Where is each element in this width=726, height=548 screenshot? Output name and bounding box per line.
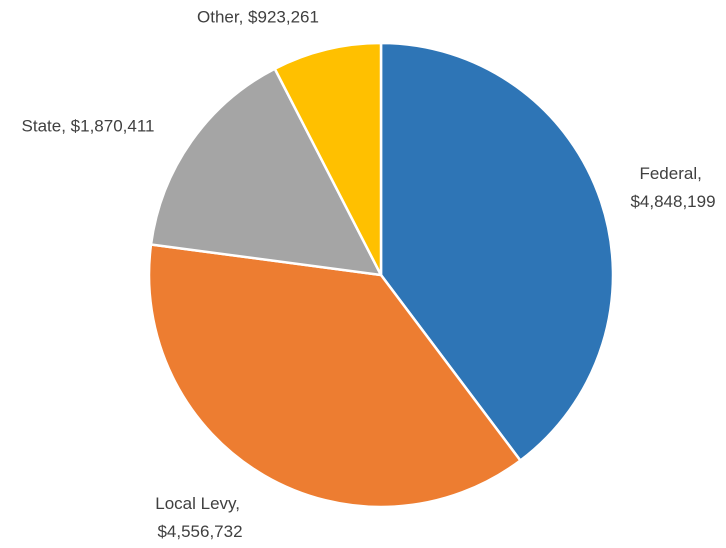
label-line: $4,848,199	[630, 192, 715, 211]
pie-slice	[149, 67, 383, 277]
label-line: Federal,	[639, 164, 706, 183]
pie-slice	[273, 41, 383, 277]
pie-slice	[379, 41, 615, 462]
label-line: Local Levy,	[155, 494, 244, 513]
data-label: State, $1,870,411	[22, 116, 155, 135]
data-label: Other, $923,261	[197, 7, 319, 26]
pie-slice	[147, 243, 522, 509]
data-label: Federal, $4,848,199	[630, 164, 715, 211]
data-label: Local Levy, $4,556,732	[155, 494, 244, 541]
label-line: $4,556,732	[157, 522, 242, 541]
